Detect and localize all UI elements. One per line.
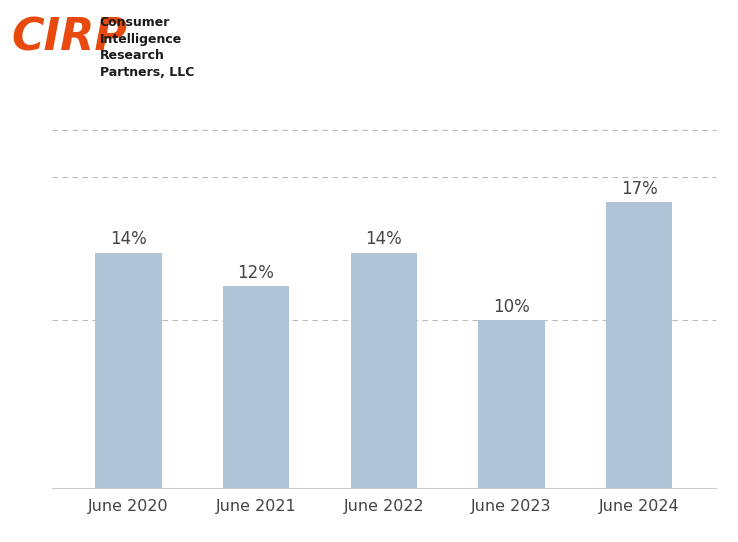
Text: 10%: 10% [493, 298, 530, 315]
Text: 17%: 17% [621, 180, 658, 198]
Bar [606, 202, 672, 488]
Text: Consumer
Intelligence
Research
Partners, LLC: Consumer Intelligence Research Partners,… [100, 16, 194, 79]
Text: CIRP: CIRP [11, 16, 127, 59]
Text: 12%: 12% [238, 264, 275, 282]
Text: 14%: 14% [110, 230, 147, 248]
Bar [478, 320, 545, 488]
Bar [95, 253, 162, 488]
Bar [351, 253, 417, 488]
Text: 14%: 14% [365, 230, 402, 248]
Bar [223, 286, 289, 488]
